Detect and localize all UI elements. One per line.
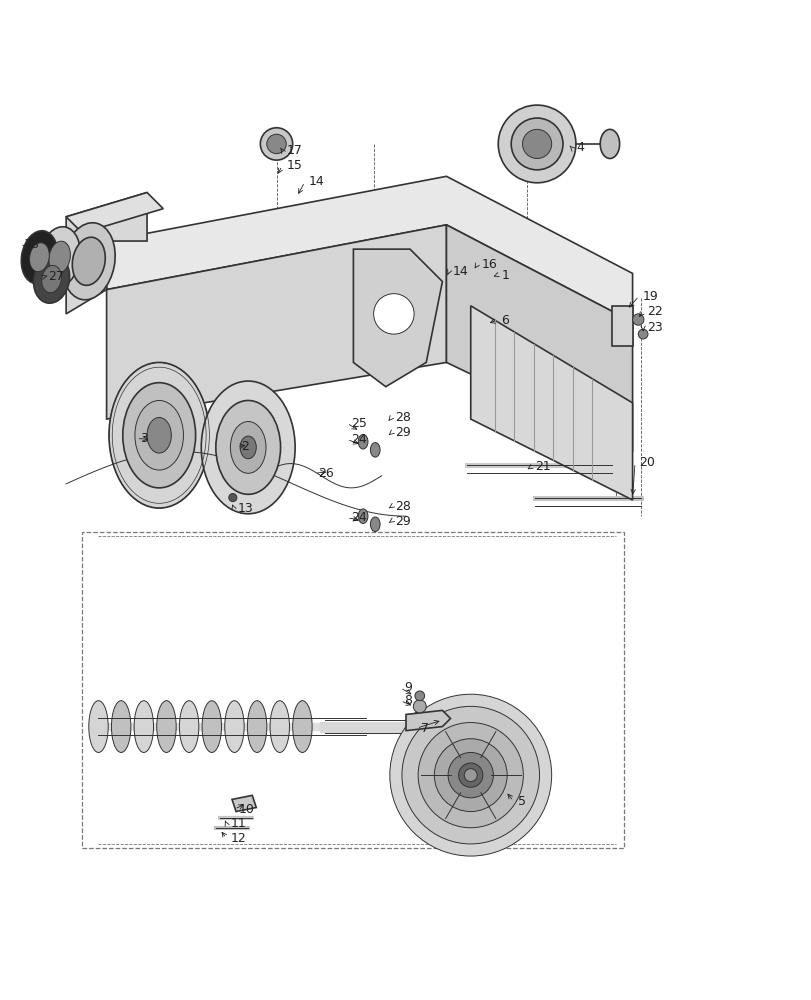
Ellipse shape [147, 417, 171, 453]
Text: 12: 12 [230, 832, 246, 845]
Text: 7: 7 [420, 722, 428, 735]
Ellipse shape [88, 701, 108, 752]
Polygon shape [470, 306, 632, 500]
Ellipse shape [358, 434, 367, 449]
Text: 26: 26 [318, 467, 334, 480]
Ellipse shape [122, 383, 195, 488]
Ellipse shape [247, 701, 267, 752]
Ellipse shape [72, 237, 105, 285]
Text: 28: 28 [395, 500, 411, 513]
Text: 10: 10 [238, 803, 254, 816]
Ellipse shape [292, 701, 311, 752]
Text: 28: 28 [395, 411, 411, 424]
Text: 21: 21 [534, 460, 551, 473]
Polygon shape [66, 192, 147, 314]
Polygon shape [232, 795, 256, 812]
Text: 15: 15 [286, 159, 302, 172]
Text: 11: 11 [230, 817, 246, 830]
Polygon shape [353, 249, 442, 387]
Circle shape [464, 769, 477, 782]
Ellipse shape [109, 362, 209, 508]
Circle shape [448, 752, 493, 798]
Ellipse shape [179, 701, 199, 752]
Ellipse shape [240, 436, 256, 459]
Ellipse shape [201, 381, 294, 514]
Ellipse shape [111, 701, 131, 752]
Ellipse shape [260, 128, 292, 160]
Text: 16: 16 [481, 258, 496, 271]
Text: 25: 25 [350, 417, 367, 430]
Text: 17: 17 [286, 144, 302, 157]
Text: 14: 14 [308, 175, 324, 188]
Ellipse shape [498, 105, 575, 183]
Ellipse shape [267, 134, 286, 154]
Ellipse shape [410, 710, 434, 743]
Text: 19: 19 [642, 290, 658, 303]
Text: 23: 23 [646, 321, 662, 334]
Text: 14: 14 [453, 265, 468, 278]
Ellipse shape [522, 129, 551, 159]
Circle shape [434, 739, 507, 812]
Text: 22: 22 [646, 305, 662, 318]
Ellipse shape [33, 255, 70, 303]
Circle shape [637, 329, 647, 339]
Text: 8: 8 [404, 694, 412, 707]
Ellipse shape [202, 701, 221, 752]
Polygon shape [406, 710, 450, 731]
Text: 24: 24 [350, 433, 367, 446]
Ellipse shape [370, 443, 380, 457]
Ellipse shape [225, 701, 244, 752]
Circle shape [418, 723, 523, 828]
Text: 4: 4 [575, 141, 583, 154]
Ellipse shape [373, 294, 414, 334]
Circle shape [401, 706, 539, 844]
Ellipse shape [135, 400, 183, 470]
Polygon shape [106, 176, 632, 322]
Ellipse shape [29, 243, 49, 272]
Bar [82, 532, 624, 848]
Polygon shape [611, 306, 632, 346]
Text: 6: 6 [501, 314, 508, 327]
Ellipse shape [358, 509, 367, 523]
Ellipse shape [370, 517, 380, 532]
Ellipse shape [230, 422, 266, 473]
Ellipse shape [21, 231, 58, 284]
Ellipse shape [157, 701, 176, 752]
Ellipse shape [599, 129, 619, 159]
Ellipse shape [62, 223, 115, 300]
Text: 27: 27 [49, 270, 64, 283]
Text: 29: 29 [395, 515, 410, 528]
Polygon shape [446, 225, 632, 451]
Ellipse shape [216, 400, 281, 494]
Ellipse shape [39, 227, 80, 288]
Text: 20: 20 [638, 456, 654, 469]
Ellipse shape [134, 701, 153, 752]
Polygon shape [106, 225, 446, 419]
Circle shape [229, 494, 237, 502]
Ellipse shape [511, 118, 562, 170]
Ellipse shape [270, 701, 289, 752]
Text: 5: 5 [517, 795, 525, 808]
Ellipse shape [49, 241, 71, 273]
Text: 2: 2 [241, 440, 248, 453]
Text: 13: 13 [238, 502, 253, 515]
Text: 18: 18 [24, 238, 40, 251]
Circle shape [413, 700, 426, 713]
Circle shape [414, 691, 424, 701]
Text: 3: 3 [140, 432, 148, 445]
Ellipse shape [41, 265, 62, 293]
Circle shape [389, 694, 551, 856]
Polygon shape [66, 192, 163, 233]
Circle shape [458, 763, 483, 787]
Text: 9: 9 [404, 681, 412, 694]
Text: 29: 29 [395, 426, 410, 439]
Text: 24: 24 [350, 511, 367, 524]
Circle shape [632, 314, 643, 325]
Text: 1: 1 [501, 269, 508, 282]
